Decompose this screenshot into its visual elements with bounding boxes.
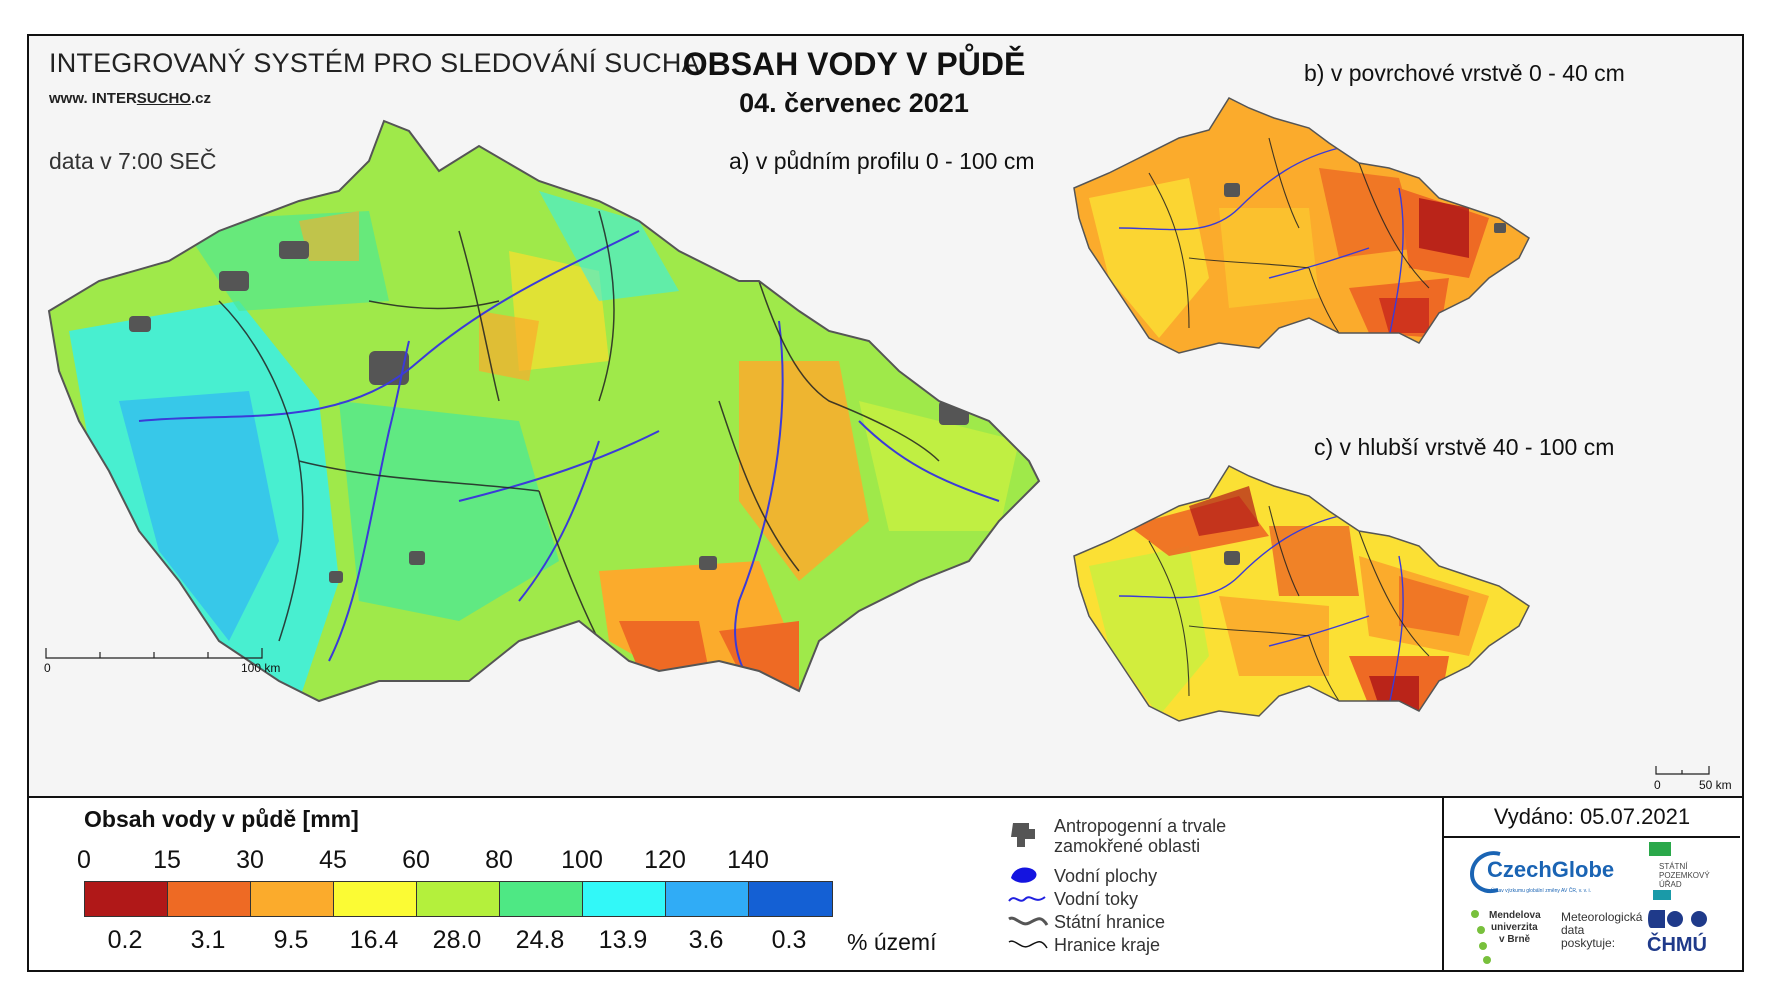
anthropogenic-area-icon xyxy=(1011,823,1035,847)
map-date: 04. červenec 2021 xyxy=(739,88,969,118)
legend-swatch xyxy=(168,882,251,916)
url-suffix: .cz xyxy=(190,90,211,107)
legend-swatch xyxy=(417,882,500,916)
spu-logo-line3: ÚŘAD xyxy=(1659,880,1682,889)
map-c-deep-layer xyxy=(1073,465,1530,722)
legend-swatch xyxy=(666,882,749,916)
divider xyxy=(1442,798,1444,970)
legend-percentage: 13.9 xyxy=(598,926,648,954)
czechglobe-logo: CzechGlobe xyxy=(1487,857,1615,882)
spu-logo-line2: POZEMKOVÝ xyxy=(1659,871,1710,880)
water-body-icon xyxy=(1011,867,1037,883)
url-prefix: www. INTER xyxy=(49,90,137,107)
legend-tick: 15 xyxy=(153,846,181,874)
legend-anthropogenic-line1: Antropogenní a trvale xyxy=(1054,816,1227,836)
scale-main-start: 0 xyxy=(44,661,51,675)
scale-bar-main xyxy=(45,648,263,659)
czechglobe-subtitle: Ústav výzkumu globální změny AV ČR, v. v… xyxy=(1491,888,1592,894)
map-b-label: b) v povrchové vrstvě 0 - 40 cm xyxy=(1304,60,1625,86)
legend-colorbar xyxy=(84,881,833,917)
legend-anthropogenic-line2: zamokřené oblasti xyxy=(1054,836,1201,856)
region-border-icon xyxy=(1008,940,1048,949)
issued-date: Vydáno: 05.07.2021 xyxy=(1493,804,1691,829)
legend-swatch xyxy=(251,882,334,916)
legend-swatch xyxy=(583,882,666,916)
map-area: INTEGROVANÝ SYSTÉM PRO SLEDOVÁNÍ SUCHA w… xyxy=(29,36,1742,796)
met-data-line2: data xyxy=(1561,923,1585,937)
map-a-soil-profile xyxy=(47,119,1041,703)
chmu-logo: ČHMÚ xyxy=(1647,934,1707,956)
map-a-label: a) v půdním profilu 0 - 100 cm xyxy=(729,148,1035,174)
mendel-logo-line2: univerzita xyxy=(1491,922,1538,933)
scale-bar-small xyxy=(1655,766,1710,775)
legend-swatch xyxy=(749,882,832,916)
website-link[interactable]: www. INTERSUCHO.cz xyxy=(49,90,211,107)
legend-percentage: 3.1 xyxy=(190,926,226,954)
legend-tick: 60 xyxy=(402,846,430,874)
state-border-icon xyxy=(1008,916,1049,926)
divider xyxy=(1442,836,1740,838)
legend-region-border: Hranice kraje xyxy=(1054,935,1161,955)
chmu-logo-icon xyxy=(1648,910,1707,928)
legend-tick: 0 xyxy=(77,846,91,874)
legend-swatch xyxy=(85,882,168,916)
system-title: INTEGROVANÝ SYSTÉM PRO SLEDOVÁNÍ SUCHA xyxy=(49,48,700,78)
legend-percentage: 0.2 xyxy=(107,926,143,954)
scale-small-end: 50 km xyxy=(1699,778,1732,792)
legend-tick: 120 xyxy=(644,846,686,874)
scale-small-start: 0 xyxy=(1654,778,1661,792)
legend-tick: 30 xyxy=(236,846,264,874)
legend-swatch xyxy=(334,882,417,916)
legend-percentage: 24.8 xyxy=(515,926,565,954)
czechglobe-logo-icon xyxy=(1469,851,1501,893)
map-b-surface-layer xyxy=(1073,97,1530,354)
divider xyxy=(29,796,1742,798)
mendel-logo-line1: Mendelova xyxy=(1489,910,1541,921)
legend-percentage: 16.4 xyxy=(349,926,399,954)
spu-logo-icon xyxy=(1649,842,1671,900)
met-data-line1: Meteorologická xyxy=(1561,910,1643,924)
legend-tick: 80 xyxy=(485,846,513,874)
legend-tick: 140 xyxy=(727,846,769,874)
legend-percentage: 28.0 xyxy=(432,926,482,954)
page-title: OBSAH VODY V PŮDĚ xyxy=(682,46,1026,82)
mendel-logo-line3: v Brně xyxy=(1499,934,1531,945)
legend-state-border: Státní hranice xyxy=(1054,912,1166,932)
legend-percentage: 9.5 xyxy=(273,926,309,954)
legend-title: Obsah vody v půdě [mm] xyxy=(84,806,359,832)
map-c-label: c) v hlubší vrstvě 40 - 100 cm xyxy=(1314,434,1615,460)
legend-tick: 100 xyxy=(561,846,603,874)
data-time-note: data v 7:00 SEČ xyxy=(49,148,217,174)
percentage-unit: % území xyxy=(847,929,937,955)
legend-percentage: 0.3 xyxy=(771,926,807,954)
spu-logo-line1: STÁTNÍ xyxy=(1659,862,1688,871)
legend-swatch xyxy=(500,882,583,916)
legend-water-bodies: Vodní plochy xyxy=(1054,866,1158,886)
river-icon xyxy=(1008,896,1046,902)
legend-percentage: 3.6 xyxy=(688,926,724,954)
map-frame: INTEGROVANÝ SYSTÉM PRO SLEDOVÁNÍ SUCHA w… xyxy=(27,34,1744,972)
legend-rivers: Vodní toky xyxy=(1054,889,1139,909)
met-data-line3: poskytuje: xyxy=(1561,936,1616,950)
scale-main-end: 100 km xyxy=(241,661,281,675)
mendel-logo-icon xyxy=(1471,910,1491,964)
legend-tick: 45 xyxy=(319,846,347,874)
url-mid: SUCHO xyxy=(136,90,191,107)
